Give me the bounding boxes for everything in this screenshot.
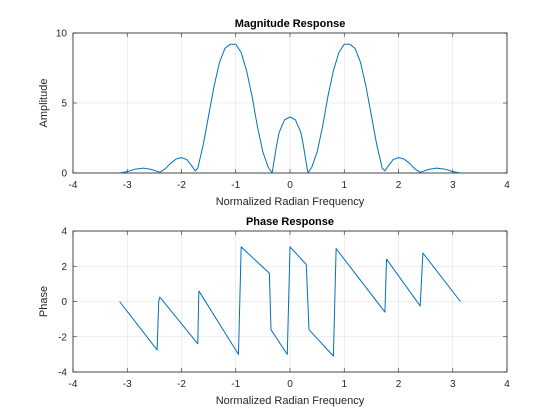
phase-series-line xyxy=(119,246,461,357)
magnitude-y-tick-label: 5 xyxy=(61,99,67,110)
magnitude-y-tick-label: 0 xyxy=(61,169,67,180)
phase-x-tick-label: -2 xyxy=(177,379,186,390)
phase-x-tick-label: -3 xyxy=(123,379,132,390)
magnitude-x-tick-label: -2 xyxy=(177,180,186,191)
phase-y-tick-label: 0 xyxy=(61,297,67,308)
magnitude-x-tick-label: 1 xyxy=(341,180,347,191)
magnitude-x-tick-label: 3 xyxy=(450,180,456,191)
phase-y-tick-label: -2 xyxy=(58,332,67,343)
magnitude-chart-title: Magnitude Response xyxy=(235,18,346,30)
phase-y-axis-label: Phase xyxy=(38,286,50,317)
phase-chart-title: Phase Response xyxy=(246,216,334,228)
phase-y-tick-label: 2 xyxy=(61,262,67,273)
magnitude-response-panel: -4 -3 -2 -1 0 1 2 3 4 0 5 10 Magnitude Response Norm… xyxy=(38,18,510,208)
magnitude-x-tick-label: 0 xyxy=(287,180,293,191)
phase-x-tick-label: 2 xyxy=(396,379,402,390)
phase-x-tick-label: 0 xyxy=(287,379,293,390)
magnitude-x-tick-label: 2 xyxy=(396,180,402,191)
magnitude-y-tick-label: 10 xyxy=(56,29,68,40)
phase-x-tick-label: -4 xyxy=(69,379,78,390)
magnitude-x-tick-label: -1 xyxy=(231,180,240,191)
phase-x-tick-label: 3 xyxy=(450,379,456,390)
magnitude-x-tick-label: -3 xyxy=(123,180,132,191)
magnitude-x-tick-label: 4 xyxy=(504,180,510,191)
phase-x-tick-label: 4 xyxy=(504,379,510,390)
magnitude-x-tick-label: -4 xyxy=(69,180,78,191)
phase-x-tick-label: -1 xyxy=(231,379,240,390)
phase-y-tick-label: 4 xyxy=(61,227,67,238)
magnitude-series-line xyxy=(119,43,461,174)
magnitude-y-axis-label: Amplitude xyxy=(38,79,50,128)
phase-response-panel: -4 -3 -2 -1 0 1 2 3 4 -4 -2 0 2 4 Phase Response Norma… xyxy=(38,216,510,407)
phase-x-axis-label: Normalized Radian Frequency xyxy=(216,395,365,407)
magnitude-x-axis-label: Normalized Radian Frequency xyxy=(216,196,365,208)
phase-x-tick-label: 1 xyxy=(341,379,347,390)
phase-y-tick-label: -4 xyxy=(58,368,67,379)
